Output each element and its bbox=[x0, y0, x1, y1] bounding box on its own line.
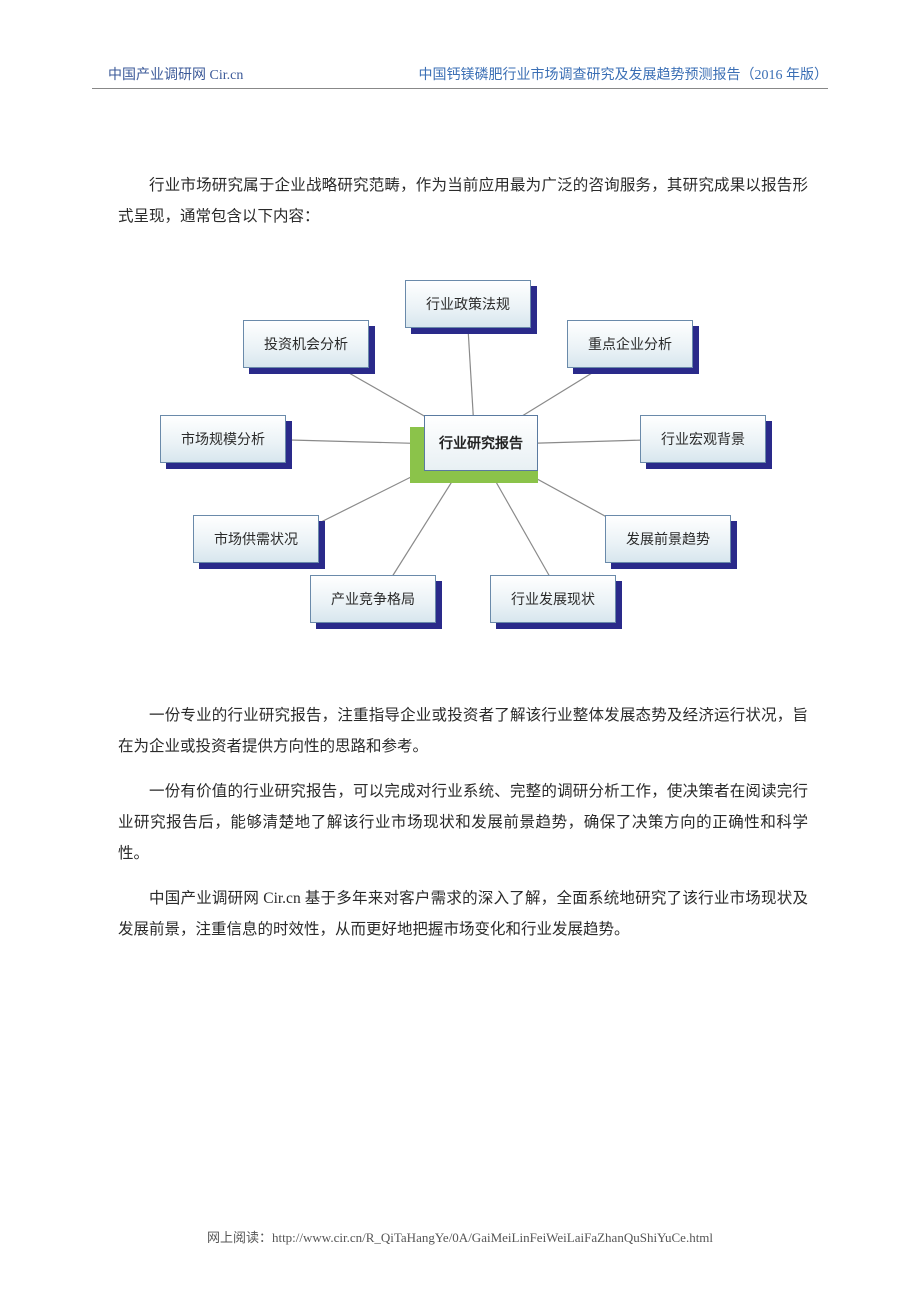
research-report-diagram: 行业研究报告 行业政策法规投资机会分析市场规模分析市场供需状况产业竞争格局 行业发… bbox=[115, 265, 805, 645]
body-paragraphs: 一份专业的行业研究报告，注重指导企业或投资者了解该行业整体发展态势及经济运行状况… bbox=[118, 700, 808, 959]
footer-prefix: 网上阅读： bbox=[207, 1230, 272, 1245]
paragraph-2: 一份有价值的行业研究报告，可以完成对行业系统、完整的调研分析工作，使决策者在阅读… bbox=[118, 776, 808, 869]
node-label: 行业政策法规 bbox=[405, 280, 531, 328]
node-label: 行业宏观背景 bbox=[640, 415, 766, 463]
diagram-node-prospect: 发展前景趋势 bbox=[605, 515, 737, 569]
paragraph-1: 一份专业的行业研究报告，注重指导企业或投资者了解该行业整体发展态势及经济运行状况… bbox=[118, 700, 808, 762]
diagram-node-company: 重点企业分析 bbox=[567, 320, 699, 374]
diagram-node-policy: 行业政策法规 bbox=[405, 280, 537, 334]
node-label: 行业发展现状 bbox=[490, 575, 616, 623]
center-label: 行业研究报告 bbox=[424, 415, 538, 471]
node-label: 重点企业分析 bbox=[567, 320, 693, 368]
node-label: 市场规模分析 bbox=[160, 415, 286, 463]
diagram-node-invest: 投资机会分析 bbox=[243, 320, 375, 374]
page-footer: 网上阅读：http://www.cir.cn/R_QiTaHangYe/0A/G… bbox=[0, 1227, 920, 1246]
diagram-node-compete: 产业竞争格局 bbox=[310, 575, 442, 629]
node-label: 投资机会分析 bbox=[243, 320, 369, 368]
node-label: 市场供需状况 bbox=[193, 515, 319, 563]
node-label: 发展前景趋势 bbox=[605, 515, 731, 563]
footer-link[interactable]: http://www.cir.cn/R_QiTaHangYe/0A/GaiMei… bbox=[272, 1230, 713, 1245]
paragraph-3: 中国产业调研网 Cir.cn 基于多年来对客户需求的深入了解，全面系统地研究了该… bbox=[118, 883, 808, 945]
diagram-node-macro: 行业宏观背景 bbox=[640, 415, 772, 469]
diagram-node-scale: 市场规模分析 bbox=[160, 415, 292, 469]
diagram-center-node: 行业研究报告 bbox=[410, 415, 538, 483]
header-right: 中国钙镁磷肥行业市场调查研究及发展趋势预测报告（2016 年版） bbox=[419, 64, 829, 84]
page-header: 中国产业调研网 Cir.cn 中国钙镁磷肥行业市场调查研究及发展趋势预测报告（2… bbox=[0, 64, 920, 84]
diagram-node-status: 行业发展现状 bbox=[490, 575, 622, 629]
header-left: 中国产业调研网 Cir.cn bbox=[108, 64, 243, 84]
diagram-node-supply: 市场供需状况 bbox=[193, 515, 325, 569]
intro-paragraph: 行业市场研究属于企业战略研究范畴，作为当前应用最为广泛的咨询服务，其研究成果以报… bbox=[118, 170, 808, 232]
header-divider bbox=[92, 88, 828, 89]
node-label: 产业竞争格局 bbox=[310, 575, 436, 623]
